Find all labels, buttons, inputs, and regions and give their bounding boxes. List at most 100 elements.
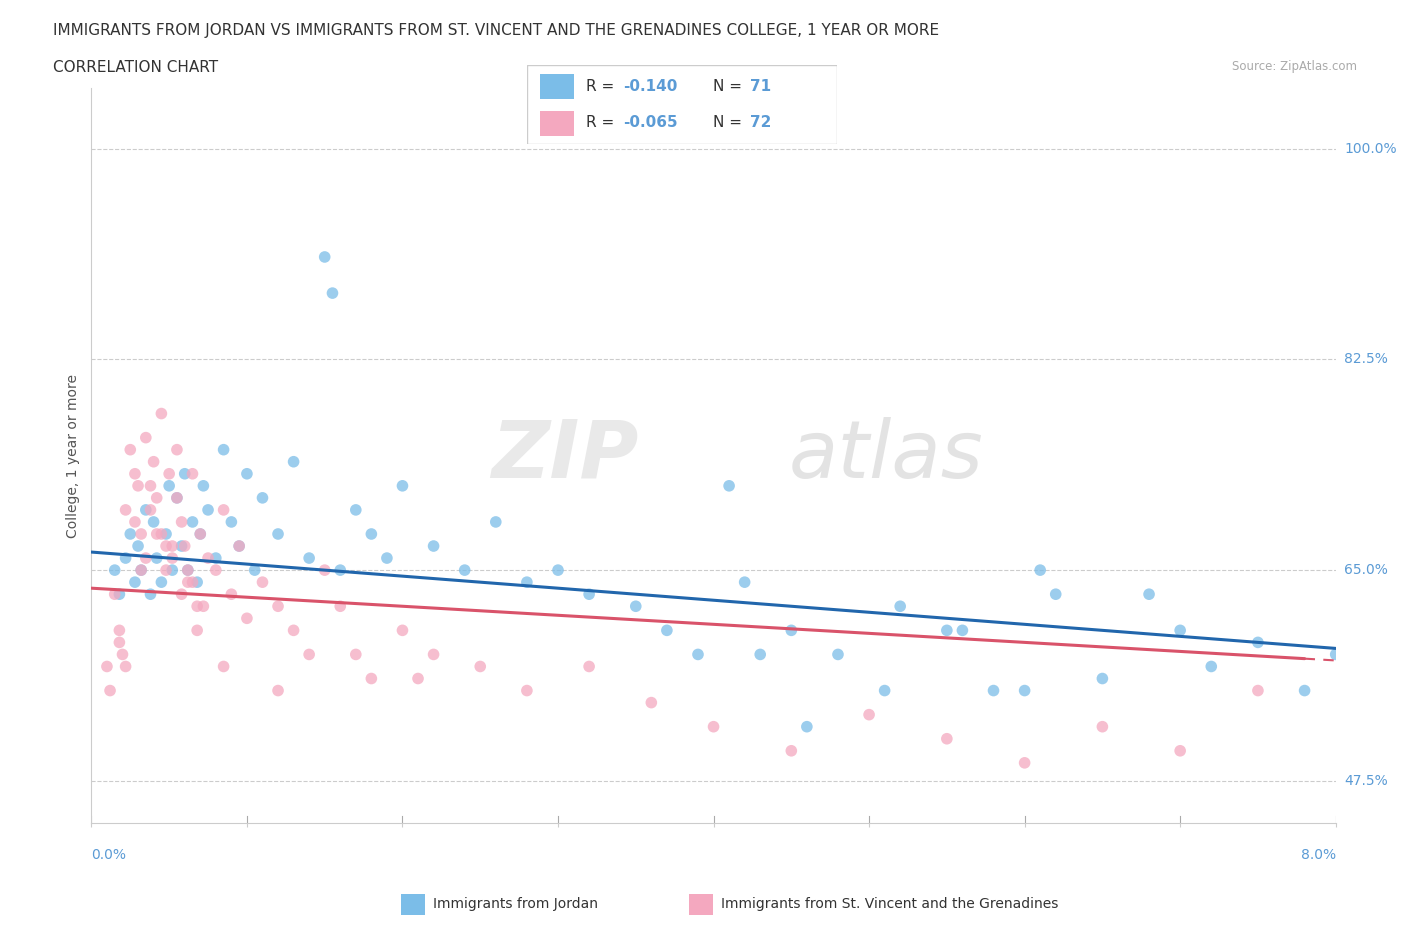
Point xyxy=(120,526,142,541)
Text: atlas: atlas xyxy=(789,417,983,495)
Point xyxy=(186,623,208,638)
Point xyxy=(950,623,973,638)
Point xyxy=(267,684,290,698)
Point xyxy=(197,502,219,517)
Point xyxy=(193,478,215,493)
Point xyxy=(108,623,131,638)
Text: N =: N = xyxy=(713,115,747,130)
Point xyxy=(796,719,818,734)
Point xyxy=(935,623,957,638)
Point xyxy=(135,551,157,565)
Point xyxy=(124,575,146,590)
Point xyxy=(1294,684,1316,698)
Point xyxy=(1091,671,1114,686)
Point xyxy=(640,695,662,710)
Point xyxy=(114,502,136,517)
Point xyxy=(780,623,803,638)
Point xyxy=(236,611,259,626)
Point xyxy=(344,647,367,662)
Point xyxy=(221,514,243,529)
Point xyxy=(1201,659,1223,674)
Point xyxy=(267,599,290,614)
Bar xyxy=(540,111,574,137)
Point xyxy=(375,551,398,565)
Point xyxy=(578,659,600,674)
Point xyxy=(96,659,118,674)
Point xyxy=(780,743,803,758)
Point xyxy=(150,406,173,421)
Point xyxy=(578,587,600,602)
Point xyxy=(314,563,336,578)
Point xyxy=(114,551,136,565)
Point xyxy=(360,526,382,541)
Point xyxy=(983,684,1005,698)
Point xyxy=(162,563,184,578)
Point xyxy=(186,575,208,590)
Point xyxy=(98,684,121,698)
Point xyxy=(124,514,146,529)
Point xyxy=(1247,684,1270,698)
Point xyxy=(734,575,756,590)
Point xyxy=(129,563,152,578)
Point xyxy=(162,551,184,565)
Point xyxy=(120,443,142,458)
Text: R =: R = xyxy=(586,79,619,94)
Point xyxy=(205,551,228,565)
Text: N =: N = xyxy=(713,79,747,94)
Point xyxy=(157,478,180,493)
Point xyxy=(283,623,305,638)
Point xyxy=(212,659,235,674)
Point xyxy=(624,599,647,614)
Point xyxy=(162,538,184,553)
Point xyxy=(228,538,250,553)
Point xyxy=(283,454,305,469)
Point xyxy=(114,659,136,674)
Point xyxy=(1091,719,1114,734)
Point xyxy=(188,526,211,541)
Point xyxy=(170,538,193,553)
Point xyxy=(150,526,173,541)
Point xyxy=(228,538,250,553)
Point xyxy=(360,671,382,686)
Point xyxy=(422,538,444,553)
Point xyxy=(166,443,188,458)
Point xyxy=(873,684,896,698)
Point xyxy=(1324,647,1347,662)
Text: 82.5%: 82.5% xyxy=(1344,352,1388,366)
Point xyxy=(516,684,538,698)
Y-axis label: College, 1 year or more: College, 1 year or more xyxy=(66,374,80,538)
Point xyxy=(111,647,134,662)
Point xyxy=(1014,755,1036,770)
Point xyxy=(485,514,508,529)
Point xyxy=(321,286,343,300)
Point xyxy=(170,587,193,602)
Point xyxy=(827,647,849,662)
Point xyxy=(1247,635,1270,650)
Text: -0.065: -0.065 xyxy=(623,115,678,130)
Point xyxy=(453,563,475,578)
Point xyxy=(329,599,352,614)
Point xyxy=(186,599,208,614)
Point xyxy=(193,599,215,614)
Point xyxy=(243,563,266,578)
Point xyxy=(177,563,200,578)
Point xyxy=(181,466,204,481)
Text: R =: R = xyxy=(586,115,619,130)
Point xyxy=(422,647,444,662)
Bar xyxy=(540,73,574,100)
Point xyxy=(1137,587,1160,602)
Point xyxy=(177,575,200,590)
Point xyxy=(157,466,180,481)
Point xyxy=(889,599,911,614)
Point xyxy=(166,490,188,505)
Point xyxy=(314,249,336,264)
Point xyxy=(145,551,167,565)
Point xyxy=(749,647,772,662)
Point xyxy=(177,563,200,578)
Point xyxy=(150,575,173,590)
Point xyxy=(104,563,127,578)
Point xyxy=(1168,623,1191,638)
Point xyxy=(124,466,146,481)
Point xyxy=(142,514,165,529)
Point xyxy=(129,563,152,578)
